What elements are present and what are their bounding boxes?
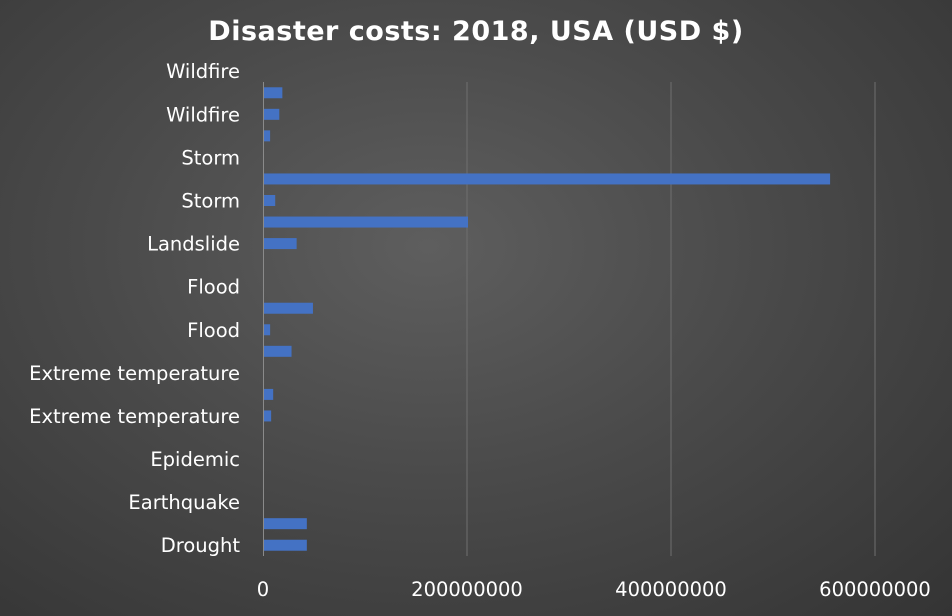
bar	[264, 324, 271, 336]
y-tick-label: Storm	[181, 190, 240, 213]
y-tick-label: Flood	[187, 319, 240, 342]
y-tick-label: Flood	[187, 276, 240, 299]
bar	[264, 388, 274, 400]
bar	[264, 345, 292, 357]
bar	[264, 108, 280, 120]
x-tick-label: 200000000	[411, 578, 523, 601]
bar	[264, 216, 468, 228]
x-tick-label: 0	[257, 578, 269, 601]
x-tick-label: 600000000	[819, 578, 931, 601]
bar	[264, 518, 307, 530]
y-tick-label: Landslide	[147, 233, 240, 256]
y-tick-label: Epidemic	[150, 448, 240, 471]
chart-title: Disaster costs: 2018, USA (USD $)	[208, 16, 744, 47]
bar	[264, 539, 307, 551]
x-tick-label: 400000000	[615, 578, 727, 601]
bar	[264, 87, 283, 99]
y-tick-label: Wildfire	[166, 60, 240, 83]
bar	[264, 410, 272, 422]
y-tick-label: Earthquake	[128, 491, 240, 514]
bar	[264, 130, 271, 142]
y-tick-label: Storm	[181, 146, 240, 169]
bar	[264, 173, 831, 185]
y-tick-label: Drought	[161, 534, 241, 557]
y-tick-label: Wildfire	[166, 103, 240, 126]
bar	[264, 195, 276, 206]
bar	[264, 302, 313, 314]
y-tick-label: Extreme temperature	[29, 362, 240, 385]
bar	[264, 238, 297, 250]
y-tick-label: Extreme temperature	[29, 405, 240, 428]
